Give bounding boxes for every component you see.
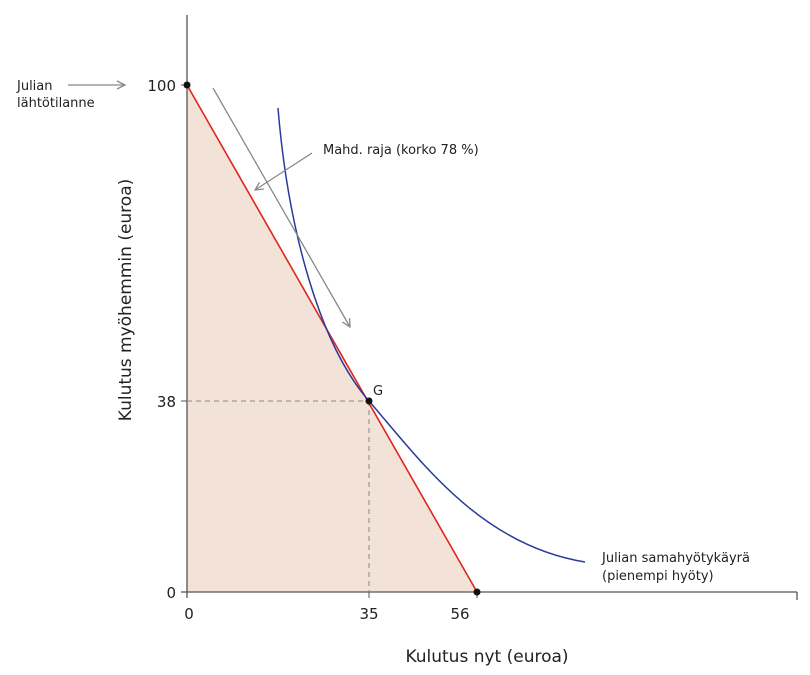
point-g-label: G xyxy=(373,384,383,399)
frontier-shift-arrow xyxy=(212,87,350,327)
start-label-line1: Julian xyxy=(16,79,53,94)
x-axis-title: Kulutus nyt (euroa) xyxy=(405,647,568,667)
y-axis-title: Kulutus myöhemmin (euroa) xyxy=(116,179,136,421)
x-intercept-point xyxy=(473,588,481,596)
x-tick-label-56: 56 xyxy=(450,605,469,623)
curve-label-line2: (pienempi hyöty) xyxy=(602,569,714,584)
x-tick-label-35: 35 xyxy=(359,605,378,623)
y-tick-label-38: 38 xyxy=(157,393,176,411)
start-point xyxy=(183,81,191,89)
y-tick-label-100: 100 xyxy=(147,77,176,95)
frontier-label-arrow xyxy=(255,152,313,190)
point-g xyxy=(365,397,373,405)
curve-label-line1: Julian samahyötykäyrä xyxy=(601,551,750,566)
frontier-label: Mahd. raja (korko 78 %) xyxy=(323,143,479,158)
budget-line xyxy=(186,84,478,593)
x-tick-label-0: 0 xyxy=(184,605,194,623)
start-label-line2: lähtötilanne xyxy=(17,96,95,111)
y-tick-label-0: 0 xyxy=(166,584,176,602)
